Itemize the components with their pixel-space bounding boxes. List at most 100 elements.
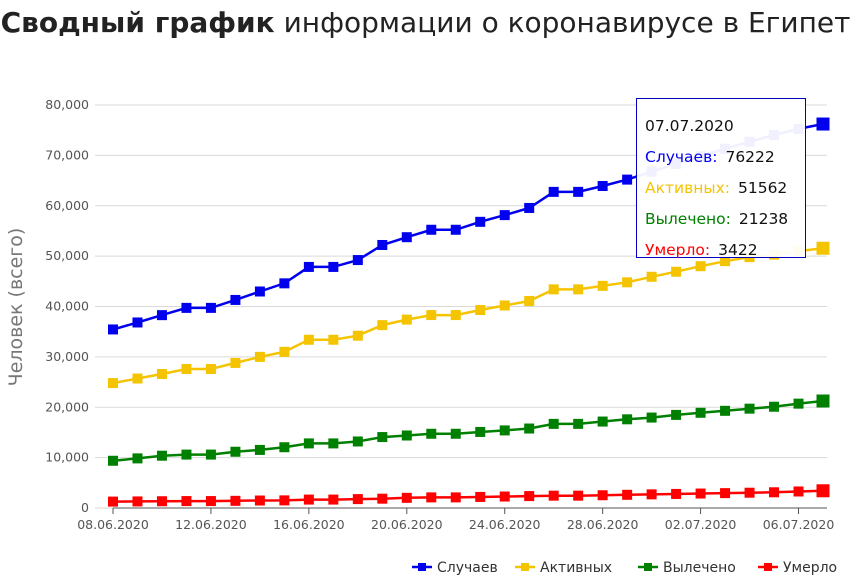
legend-item-0[interactable]: Случаев xyxy=(412,560,498,576)
data-point[interactable] xyxy=(769,487,780,498)
data-point[interactable] xyxy=(401,314,412,325)
data-point[interactable] xyxy=(475,426,486,437)
data-point[interactable] xyxy=(646,489,657,500)
data-point[interactable] xyxy=(548,284,559,295)
data-point[interactable] xyxy=(816,394,830,408)
data-point[interactable] xyxy=(181,496,192,507)
data-point[interactable] xyxy=(401,492,412,503)
data-point[interactable] xyxy=(254,444,265,455)
data-point[interactable] xyxy=(573,490,584,501)
data-point[interactable] xyxy=(499,491,510,502)
data-point[interactable] xyxy=(156,369,167,380)
data-point[interactable] xyxy=(499,300,510,311)
legend-item-2[interactable]: Вылечено xyxy=(638,560,736,576)
data-point[interactable] xyxy=(279,346,290,357)
data-point[interactable] xyxy=(671,409,682,420)
data-point[interactable] xyxy=(597,280,608,291)
data-point[interactable] xyxy=(230,495,241,506)
data-point[interactable] xyxy=(352,255,363,266)
data-point[interactable] xyxy=(303,438,314,449)
data-point[interactable] xyxy=(377,493,388,504)
data-point[interactable] xyxy=(205,449,216,460)
data-point[interactable] xyxy=(720,256,731,267)
data-point[interactable] xyxy=(744,403,755,414)
data-point[interactable] xyxy=(254,286,265,297)
data-point[interactable] xyxy=(695,407,706,418)
data-point[interactable] xyxy=(646,271,657,282)
data-point[interactable] xyxy=(769,401,780,412)
data-point[interactable] xyxy=(377,432,388,443)
data-point[interactable] xyxy=(279,495,290,506)
data-point[interactable] xyxy=(205,363,216,374)
data-point[interactable] xyxy=(401,430,412,441)
data-point[interactable] xyxy=(622,414,633,425)
data-point[interactable] xyxy=(352,436,363,447)
data-point[interactable] xyxy=(303,334,314,345)
data-point[interactable] xyxy=(279,442,290,453)
data-point[interactable] xyxy=(230,294,241,305)
data-point[interactable] xyxy=(132,496,143,507)
data-point[interactable] xyxy=(816,117,830,131)
data-point[interactable] xyxy=(450,224,461,235)
data-point[interactable] xyxy=(695,488,706,499)
data-point[interactable] xyxy=(793,398,804,409)
data-point[interactable] xyxy=(279,278,290,289)
data-point[interactable] xyxy=(499,425,510,436)
data-point[interactable] xyxy=(450,492,461,503)
data-point[interactable] xyxy=(156,450,167,461)
data-point[interactable] xyxy=(254,351,265,362)
data-point[interactable] xyxy=(328,438,339,449)
data-point[interactable] xyxy=(401,232,412,243)
data-point[interactable] xyxy=(720,488,731,499)
data-point[interactable] xyxy=(108,455,118,466)
data-point[interactable] xyxy=(573,186,584,197)
data-point[interactable] xyxy=(352,494,363,505)
data-point[interactable] xyxy=(230,357,241,368)
data-point[interactable] xyxy=(303,494,314,505)
data-point[interactable] xyxy=(426,428,437,439)
data-point[interactable] xyxy=(671,266,682,277)
data-point[interactable] xyxy=(450,428,461,439)
data-point[interactable] xyxy=(328,334,339,345)
data-point[interactable] xyxy=(254,495,265,506)
data-point[interactable] xyxy=(205,302,216,313)
data-point[interactable] xyxy=(377,239,388,250)
data-point[interactable] xyxy=(475,305,486,316)
legend-item-1[interactable]: Активных xyxy=(515,560,612,576)
data-point[interactable] xyxy=(671,488,682,499)
data-point[interactable] xyxy=(352,330,363,341)
data-point[interactable] xyxy=(548,186,559,197)
data-point[interactable] xyxy=(524,202,535,213)
data-point[interactable] xyxy=(156,496,167,507)
data-point[interactable] xyxy=(524,491,535,502)
data-point[interactable] xyxy=(646,412,657,423)
data-point[interactable] xyxy=(426,224,437,235)
data-point[interactable] xyxy=(230,446,241,457)
data-point[interactable] xyxy=(426,492,437,503)
data-point[interactable] xyxy=(499,210,510,221)
data-point[interactable] xyxy=(816,484,830,498)
data-point[interactable] xyxy=(132,453,143,464)
data-point[interactable] xyxy=(573,418,584,429)
data-point[interactable] xyxy=(695,261,706,272)
data-point[interactable] xyxy=(597,180,608,191)
data-point[interactable] xyxy=(205,496,216,507)
data-point[interactable] xyxy=(816,241,830,255)
data-point[interactable] xyxy=(720,405,731,416)
data-point[interactable] xyxy=(450,310,461,321)
data-point[interactable] xyxy=(108,496,118,507)
data-point[interactable] xyxy=(181,363,192,374)
data-point[interactable] xyxy=(328,261,339,272)
data-point[interactable] xyxy=(108,324,118,335)
data-point[interactable] xyxy=(573,284,584,295)
data-point[interactable] xyxy=(793,486,804,497)
data-point[interactable] xyxy=(597,416,608,427)
data-point[interactable] xyxy=(475,216,486,227)
data-point[interactable] xyxy=(548,418,559,429)
data-point[interactable] xyxy=(132,373,143,384)
legend-item-3[interactable]: Умерло xyxy=(758,560,837,576)
data-point[interactable] xyxy=(622,489,633,500)
data-point[interactable] xyxy=(524,423,535,434)
data-point[interactable] xyxy=(622,277,633,288)
data-point[interactable] xyxy=(548,490,559,501)
